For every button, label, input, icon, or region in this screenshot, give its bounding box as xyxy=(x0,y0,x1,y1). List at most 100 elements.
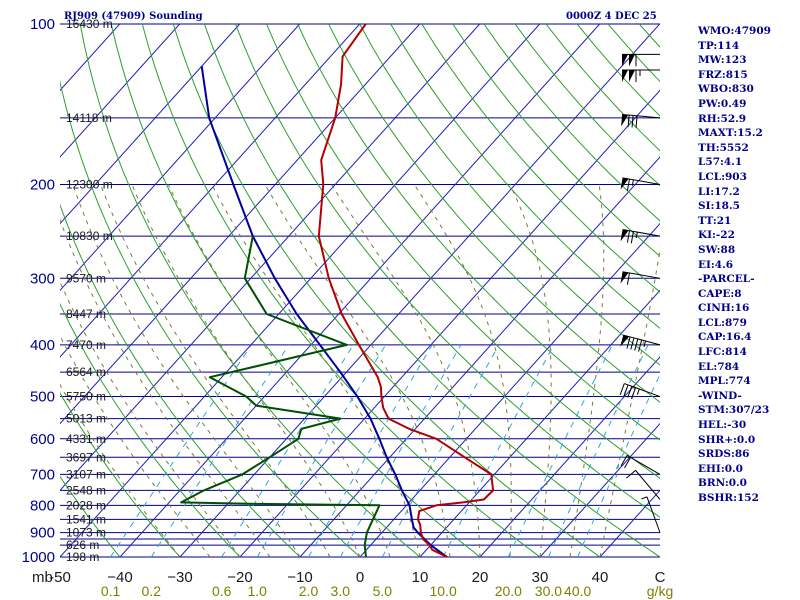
wind-barb-staff xyxy=(622,271,661,279)
wind-barb xyxy=(619,383,661,400)
index-entry: FRZ:815 xyxy=(698,68,748,81)
index-entry: EHI:0.0 xyxy=(698,462,743,475)
wind-barb-flag xyxy=(620,335,630,347)
index-entry: LI:17.2 xyxy=(698,185,740,198)
pressure-label: 100 xyxy=(30,16,55,33)
wind-barb-half xyxy=(643,340,646,347)
wind-barb xyxy=(620,229,661,244)
moist-adiabat-line xyxy=(330,184,481,557)
height-label: 1073 m xyxy=(66,526,106,540)
dry-adiabat-line xyxy=(390,24,660,329)
isotherms xyxy=(60,24,660,557)
index-entry: CINH:16 xyxy=(698,302,750,315)
height-label: 5013 m xyxy=(66,412,106,426)
wind-barb-full xyxy=(630,337,635,350)
index-entry: LCL:903 xyxy=(698,170,747,183)
wind-barb-full xyxy=(638,339,643,352)
mixing-ratio-line xyxy=(507,344,613,557)
wind-barb-full xyxy=(627,386,633,398)
pressure-label: 700 xyxy=(30,466,55,483)
mixing-ratio-line xyxy=(256,344,387,557)
wind-barb-flag xyxy=(629,70,635,83)
mixing-ratio-label: 10.0 xyxy=(429,583,456,599)
wind-barb-half xyxy=(635,232,638,239)
wind-barb xyxy=(620,271,661,285)
moist-adiabats xyxy=(60,184,660,557)
pressure-label: 900 xyxy=(30,525,55,542)
wind-barb xyxy=(641,496,661,533)
index-entry: STM:307/23 xyxy=(698,404,770,417)
isotherm-line xyxy=(239,89,660,557)
index-entry: RH:52.9 xyxy=(698,112,747,125)
mixing-ratio-label: 2.0 xyxy=(299,583,319,599)
height-label: 2028 m xyxy=(66,498,106,512)
wind-barb xyxy=(626,469,661,500)
temperature-tick-label: 40 xyxy=(592,569,609,586)
moist-adiabat-line xyxy=(60,383,181,557)
wind-barb xyxy=(622,53,660,67)
dry-adiabats xyxy=(60,24,660,557)
wind-barb-flag xyxy=(620,271,629,284)
wind-barb-staff xyxy=(635,470,661,500)
moist-adiabat-line xyxy=(599,246,660,557)
index-entry: SI:18.5 xyxy=(698,200,740,213)
isotherm-line xyxy=(60,24,241,225)
mixing-ratio-label: 30.0 xyxy=(535,583,562,599)
profiles xyxy=(180,24,495,557)
isotherm-line xyxy=(60,24,421,425)
index-entry: CAPE:8 xyxy=(698,287,742,300)
wind-barb-full xyxy=(623,384,629,397)
temperature-tick-label: -50 xyxy=(49,569,71,586)
wind-barb xyxy=(622,69,660,83)
height-label: 3107 m xyxy=(66,467,106,481)
dry-adiabat-line xyxy=(110,24,481,557)
dry-adiabat-line xyxy=(79,24,421,557)
isotherm-line xyxy=(119,24,601,557)
wind-barb-full xyxy=(619,383,625,396)
isotherm-line xyxy=(60,24,361,358)
wind-barb-flag xyxy=(622,54,628,67)
mixing-ratio-label: 0.1 xyxy=(101,583,121,599)
isotherm-line xyxy=(479,356,660,557)
isotherm-line xyxy=(359,222,660,557)
pressure-unit-label: mb xyxy=(32,569,53,586)
wind-barb-full xyxy=(635,115,638,128)
dry-adiabat-line xyxy=(452,24,660,257)
wind-barb-full xyxy=(626,336,631,349)
wind-barb-staff xyxy=(626,455,661,475)
dry-adiabat-line xyxy=(421,24,660,293)
mixing-ratio-line xyxy=(339,344,462,557)
pressure-label: 200 xyxy=(30,176,55,193)
moist-adiabat-line xyxy=(60,218,271,557)
index-entry: LCL:879 xyxy=(698,316,747,329)
height-label: 7470 m xyxy=(66,338,106,352)
dry-adiabat-line xyxy=(60,475,121,557)
wind-barb-full xyxy=(626,469,636,479)
index-entry: EI:4.6 xyxy=(698,258,734,271)
wind-barb-half xyxy=(631,179,634,186)
wind-barb-full xyxy=(626,178,630,191)
isotherm-line xyxy=(299,156,660,557)
temperature-tick-label: −40 xyxy=(107,569,132,586)
temperature-tick-label: 20 xyxy=(472,569,489,586)
parcel-trace xyxy=(200,66,448,557)
wind-barb xyxy=(621,114,661,128)
index-entry: MAXT:15.2 xyxy=(698,127,763,140)
index-entry: SHR+:0.0 xyxy=(698,433,756,446)
pressure-label: 600 xyxy=(30,431,55,448)
index-entry: WMO:47909 xyxy=(698,25,771,37)
wind-barb-half xyxy=(636,388,640,395)
index-entry: EL:784 xyxy=(698,360,740,373)
wind-barb-full xyxy=(630,387,637,400)
index-entry: CAP:16.4 xyxy=(698,331,752,344)
index-entry: SW:88 xyxy=(698,243,736,256)
wind-barb xyxy=(620,177,661,191)
mixing-ratio-label: 1.0 xyxy=(247,583,267,599)
wind-barbs xyxy=(619,53,661,533)
dry-adiabat-line xyxy=(60,80,361,557)
wind-barb-half xyxy=(641,496,648,500)
mixing-ratio-line xyxy=(577,373,660,557)
dry-adiabat-line xyxy=(60,303,241,557)
mixing-ratio-line xyxy=(381,344,500,557)
mixing-ratio-label: 0.2 xyxy=(142,583,162,599)
